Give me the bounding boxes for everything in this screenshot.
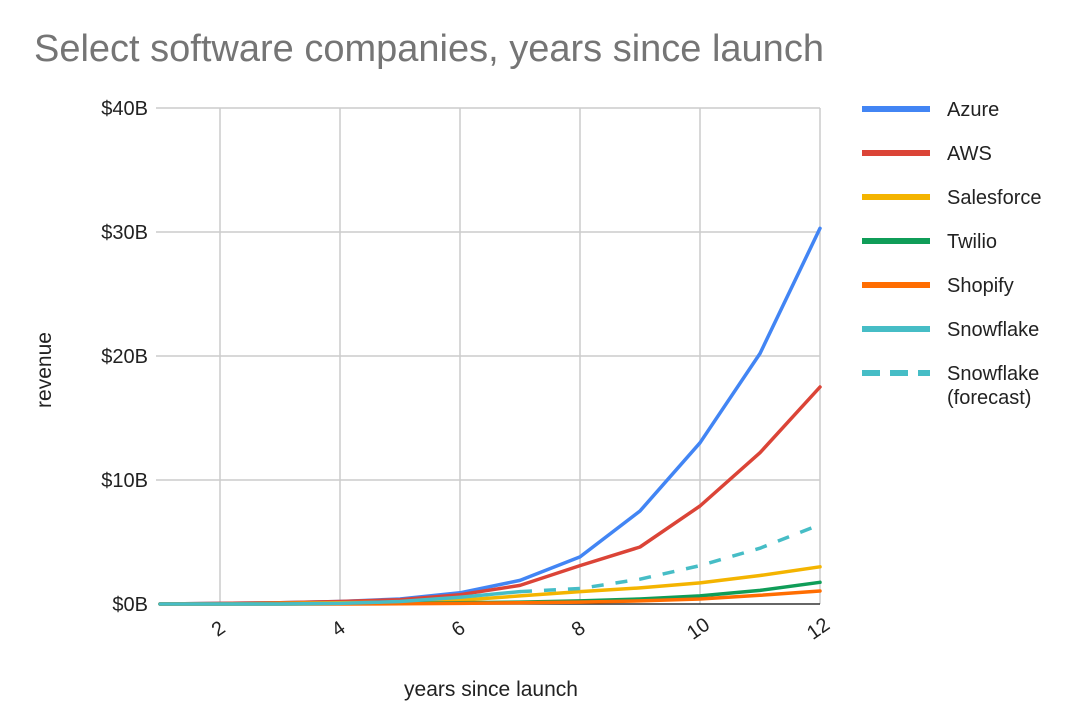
x-tick-label: 8 [568,617,590,641]
legend-label: Shopify [947,275,1014,297]
x-tick-label: 10 [683,614,714,645]
legend-label: Salesforce [947,187,1042,209]
series-line [158,589,522,606]
series-line [519,522,821,594]
series-lines [158,226,822,606]
legend-label: Twilio [947,231,997,253]
x-tick-label: 6 [448,617,470,641]
legend-label: Snowflake (forecast) [947,363,1039,409]
y-tick-label: $40B [101,98,148,120]
legend-label: Snowflake [947,319,1039,341]
y-tick-label: $20B [101,346,148,368]
chart-title: Select software companies, years since l… [34,28,824,70]
legend: Azure AWS Salesforce Twilio Shopify Snowflake… [862,99,1042,409]
x-axis-title: years since launch [404,678,578,701]
gridlines [156,107,821,604]
series-line [158,226,822,606]
y-tick-label: $0B [112,594,148,616]
y-tick-label: $10B [101,470,148,492]
series-line [158,385,822,606]
x-tick-label: 2 [208,617,230,641]
x-tick-label: 12 [803,614,834,645]
y-axis-title: revenue [33,332,56,408]
x-tick-label: 4 [328,617,350,641]
legend-label: Azure [947,99,999,121]
legend-label: AWS [947,143,992,165]
tick-labels: $0B $10B $20B $30B $40B 2 4 6 8 10 12 [101,98,834,644]
y-tick-label: $30B [101,222,148,244]
